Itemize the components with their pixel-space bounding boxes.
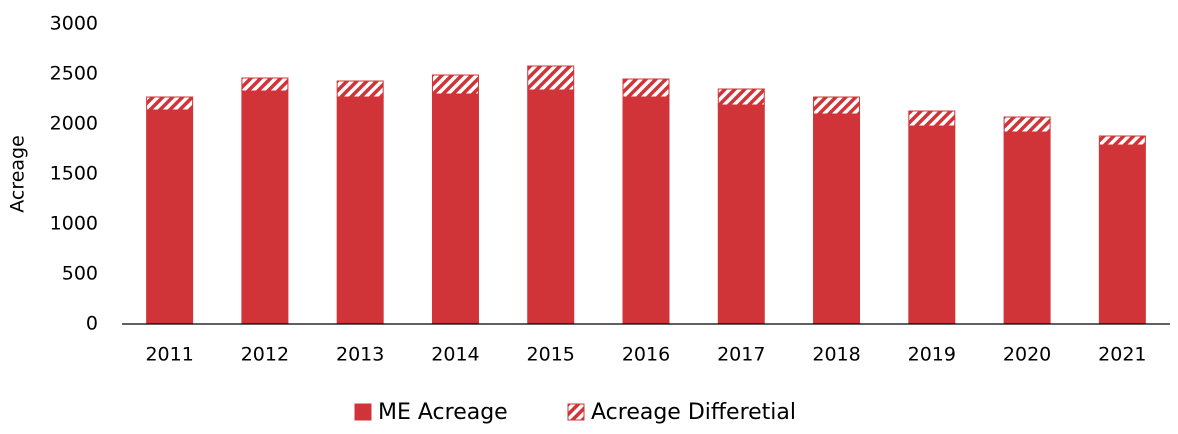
bar-segment bbox=[527, 65, 575, 91]
bar-segment bbox=[1003, 116, 1051, 133]
legend-swatch bbox=[567, 403, 585, 421]
bar-segment bbox=[241, 90, 289, 325]
x-tick-label: 2017 bbox=[717, 344, 765, 366]
bar-segment bbox=[146, 109, 194, 325]
bar-segment bbox=[527, 89, 575, 325]
legend-label: ME Acreage bbox=[378, 400, 508, 425]
bar-segment bbox=[146, 96, 194, 111]
x-tick-label: 2018 bbox=[812, 344, 860, 366]
bar-segment bbox=[717, 88, 765, 106]
x-tick-label: 2016 bbox=[622, 344, 670, 366]
bar-segment bbox=[717, 104, 765, 325]
bar-segment bbox=[813, 113, 861, 325]
x-tick-label: 2012 bbox=[241, 344, 289, 366]
bar-segment bbox=[431, 74, 479, 95]
bar-segment bbox=[908, 110, 956, 127]
bar-segment bbox=[241, 77, 289, 92]
bar-segment bbox=[336, 96, 384, 325]
y-tick-label: 2000 bbox=[50, 113, 98, 135]
legend-swatch bbox=[354, 403, 372, 421]
y-tick-label: 3000 bbox=[50, 13, 98, 35]
bar-segment bbox=[1098, 135, 1146, 146]
x-tick-label: 2014 bbox=[431, 344, 479, 366]
x-tick-label: 2011 bbox=[145, 344, 193, 366]
bar-segment bbox=[813, 96, 861, 115]
y-tick-label: 2500 bbox=[50, 63, 98, 85]
y-tick-label: 1500 bbox=[50, 163, 98, 185]
x-tick-label: 2015 bbox=[527, 344, 575, 366]
bar-segment bbox=[336, 80, 384, 98]
bar-segment bbox=[908, 125, 956, 325]
y-tick-label: 500 bbox=[62, 263, 98, 285]
bar-segment bbox=[622, 96, 670, 325]
bar-segment bbox=[1098, 144, 1146, 325]
y-tick-label: 1000 bbox=[50, 213, 98, 235]
y-axis-label: Acreage bbox=[7, 135, 29, 213]
bar-segment bbox=[1003, 131, 1051, 325]
x-tick-label: 2019 bbox=[908, 344, 956, 366]
legend-label: Acreage Differetial bbox=[591, 400, 796, 425]
x-tick-label: 2013 bbox=[336, 344, 384, 366]
bar-segment bbox=[622, 78, 670, 98]
x-tick-label: 2021 bbox=[1098, 344, 1146, 366]
bar-segment bbox=[431, 93, 479, 325]
y-tick-label: 0 bbox=[86, 313, 98, 335]
x-tick-label: 2020 bbox=[1003, 344, 1051, 366]
